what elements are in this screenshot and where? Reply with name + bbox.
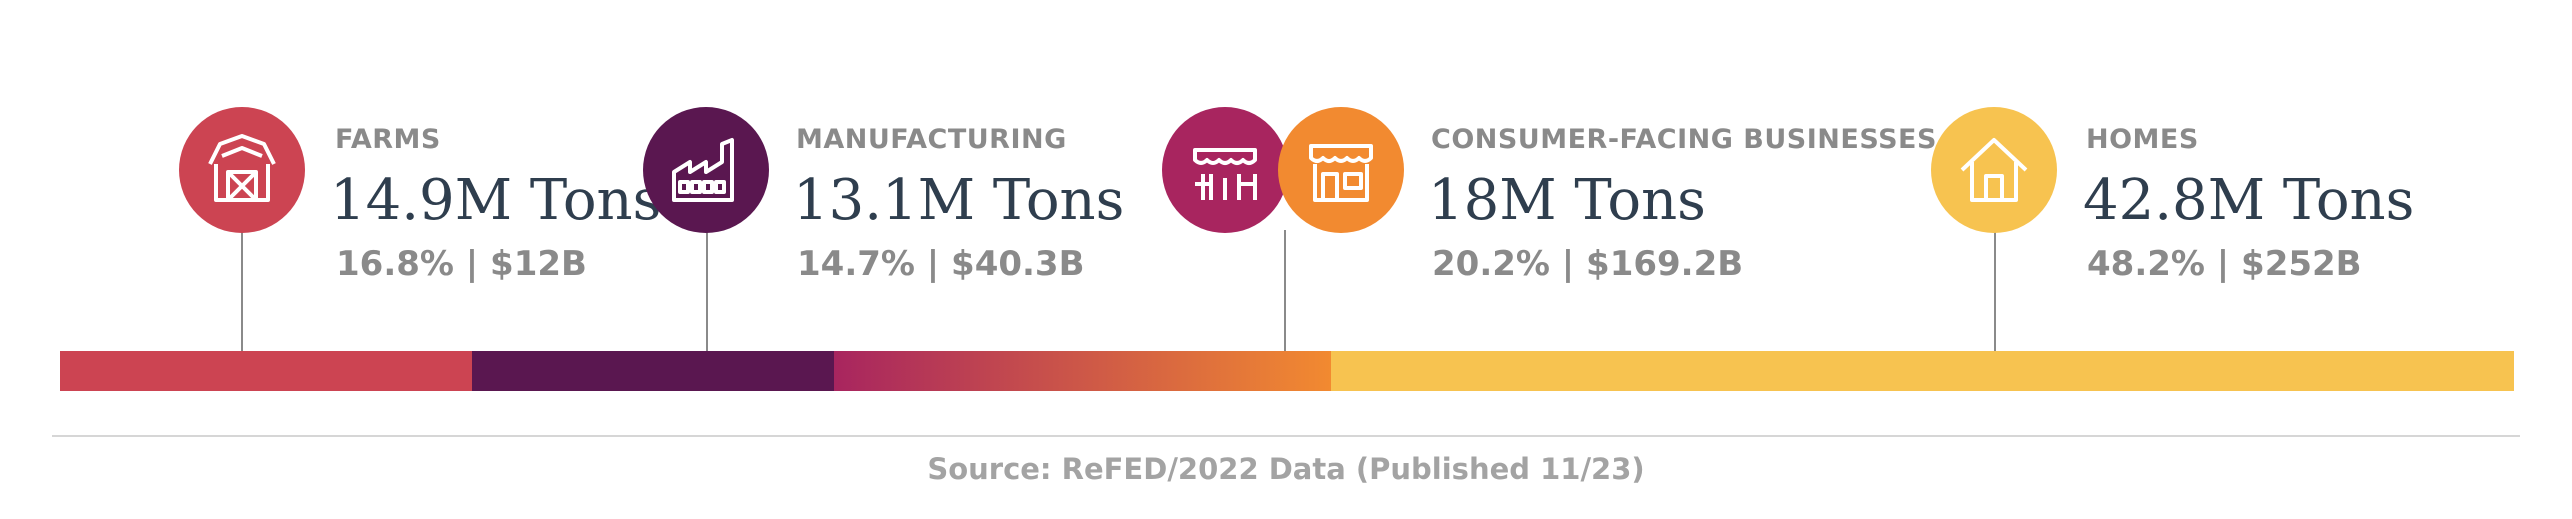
bar-segment-consumer-facing-businesses — [833, 351, 1332, 391]
manufacturing-stem — [706, 230, 708, 351]
consumer-tons: 18M Tons — [1428, 168, 1706, 233]
farms-tons: 14.9M Tons — [330, 168, 662, 233]
storefront-icon-circle — [1278, 107, 1404, 233]
farms-label: FARMS — [335, 124, 441, 155]
homes-label: HOMES — [2086, 124, 2199, 155]
consumer-stem — [1284, 230, 1286, 351]
manufacturing-stats: 14.7% | $40.3B — [797, 244, 1085, 284]
factory-icon — [672, 138, 734, 202]
bar-segment-homes — [1331, 351, 2515, 391]
bar-segment-manufacturing — [471, 351, 835, 391]
farms-stem — [241, 230, 243, 351]
homes-stem — [1994, 230, 1996, 351]
manufacturing-icon-circle — [643, 107, 769, 233]
barn-icon — [208, 134, 276, 202]
farms-icon-circle — [179, 107, 305, 233]
manufacturing-label: MANUFACTURING — [796, 124, 1067, 155]
bar-segment-farms — [60, 351, 473, 391]
farms-stats: 16.8% | $12B — [336, 244, 587, 284]
consumer-stats: 20.2% | $169.2B — [1432, 244, 1744, 284]
consumer-label: CONSUMER-FACING BUSINESSES — [1431, 124, 1937, 155]
homes-icon-circle — [1931, 107, 2057, 233]
house-icon — [1960, 138, 2028, 202]
manufacturing-tons: 13.1M Tons — [793, 168, 1125, 233]
storefront-icon — [1309, 144, 1373, 202]
source-note: Source: ReFED/2022 Data (Published 11/23… — [927, 452, 1645, 486]
homes-stats: 48.2% | $252B — [2087, 244, 2362, 284]
stacked-bar — [60, 351, 2515, 391]
restaurant-icon-circle — [1162, 107, 1288, 233]
restaurant-icon — [1193, 148, 1257, 200]
homes-tons: 42.8M Tons — [2083, 168, 2415, 233]
divider-line — [52, 435, 2520, 437]
